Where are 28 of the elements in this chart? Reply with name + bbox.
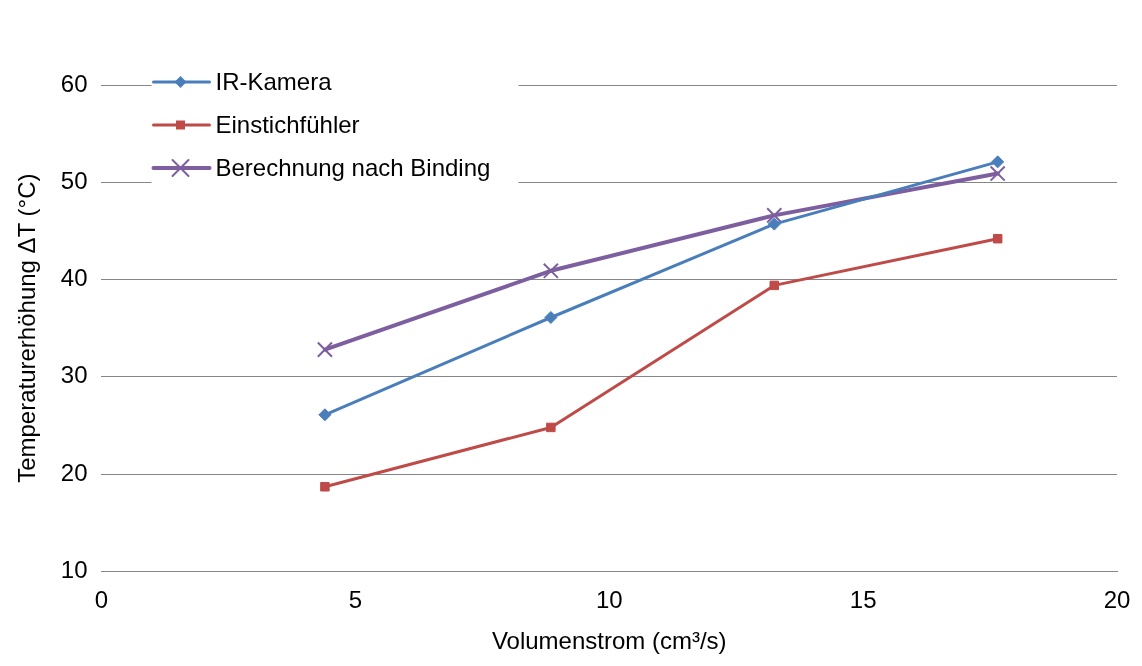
point [989, 165, 1006, 182]
point [992, 233, 1003, 244]
point [544, 311, 558, 324]
y-tick-label: 40 [60, 264, 88, 292]
x-tick-label: 10 [595, 586, 623, 614]
point [316, 341, 333, 358]
point [542, 262, 559, 279]
point [991, 155, 1005, 169]
point [766, 207, 783, 224]
y-axis-title: Temperaturerhöhung ΔT (°C) [13, 173, 41, 483]
point [546, 422, 556, 433]
point [769, 280, 780, 291]
legend-label: IR-Kamera [215, 67, 333, 95]
y-tick-label: 30 [60, 361, 88, 389]
y-tick-label: 10 [60, 556, 88, 584]
point [320, 482, 330, 492]
point [767, 217, 781, 231]
y-tick-label: 60 [60, 69, 88, 97]
point [318, 408, 332, 422]
legend-label: Berechnung nach Binding [215, 153, 491, 181]
x-tick-label: 15 [849, 586, 877, 614]
x-tick-label: 5 [348, 586, 363, 614]
legend-label: Einstichfühler [215, 110, 360, 138]
x-tick-label: 20 [1103, 586, 1131, 614]
y-tick-label: 50 [60, 166, 88, 194]
y-tick-label: 20 [60, 458, 88, 486]
x-axis-title: Volumenstrom (cm³/s) [491, 627, 727, 655]
x-tick-label: 0 [94, 586, 109, 614]
